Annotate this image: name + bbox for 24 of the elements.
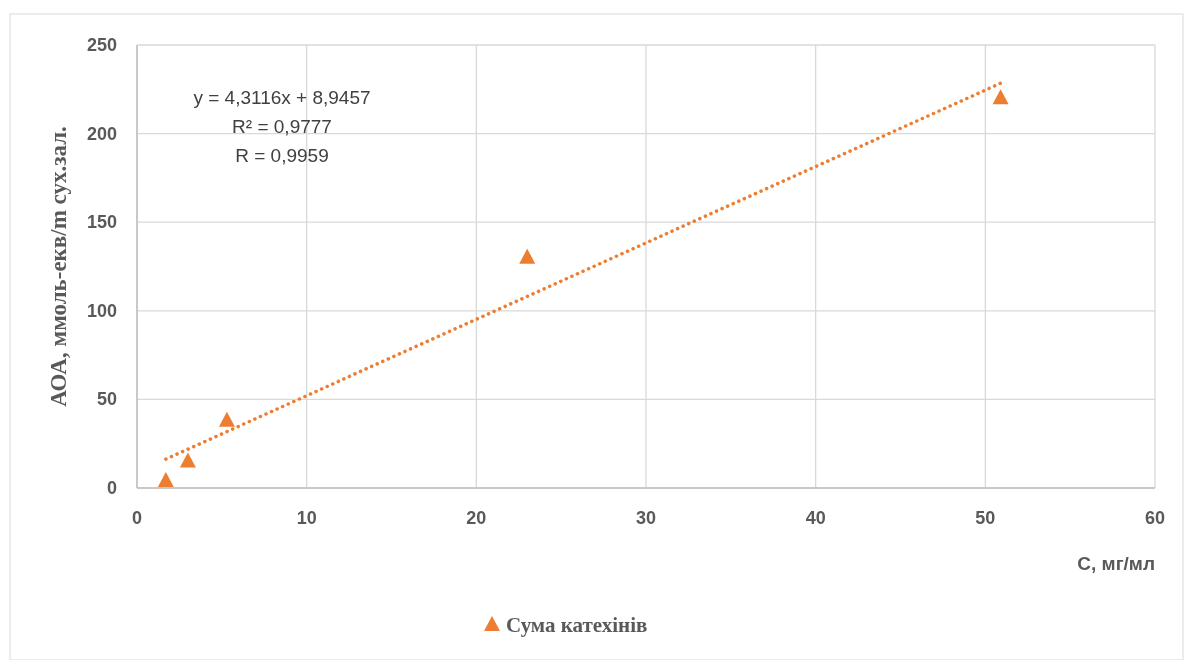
annotation: R = 0,9959	[235, 145, 329, 166]
point	[157, 471, 174, 487]
x-tick-label: 0	[131, 508, 143, 528]
point	[179, 452, 196, 468]
point	[218, 411, 235, 427]
annotation: R² = 0,9777	[232, 116, 332, 137]
point	[519, 248, 536, 264]
x-tick-label: 20	[466, 508, 487, 528]
y-tick-label: 0	[106, 478, 117, 498]
x-tick-label: 50	[975, 508, 996, 528]
x-tick-label: 10	[296, 508, 317, 528]
point	[992, 89, 1009, 105]
y-tick-label: 150	[86, 212, 117, 233]
x-tick-label: 60	[1144, 508, 1166, 528]
annotation: y = 4,3116x + 8,9457	[193, 87, 371, 108]
legend-label: Сума катехінів	[506, 613, 648, 637]
y-axis-title: АОА, ммоль-екв/m сух.зал.	[46, 126, 71, 407]
x-tick-label: 30	[635, 508, 657, 528]
x-axis-title: С, мг/мл	[1077, 553, 1155, 574]
y-tick-label: 200	[86, 123, 117, 144]
y-tick-label: 50	[96, 389, 117, 410]
y-tick-label: 250	[86, 35, 117, 55]
y-tick-label: 100	[86, 300, 117, 321]
x-tick-label: 40	[805, 508, 826, 528]
